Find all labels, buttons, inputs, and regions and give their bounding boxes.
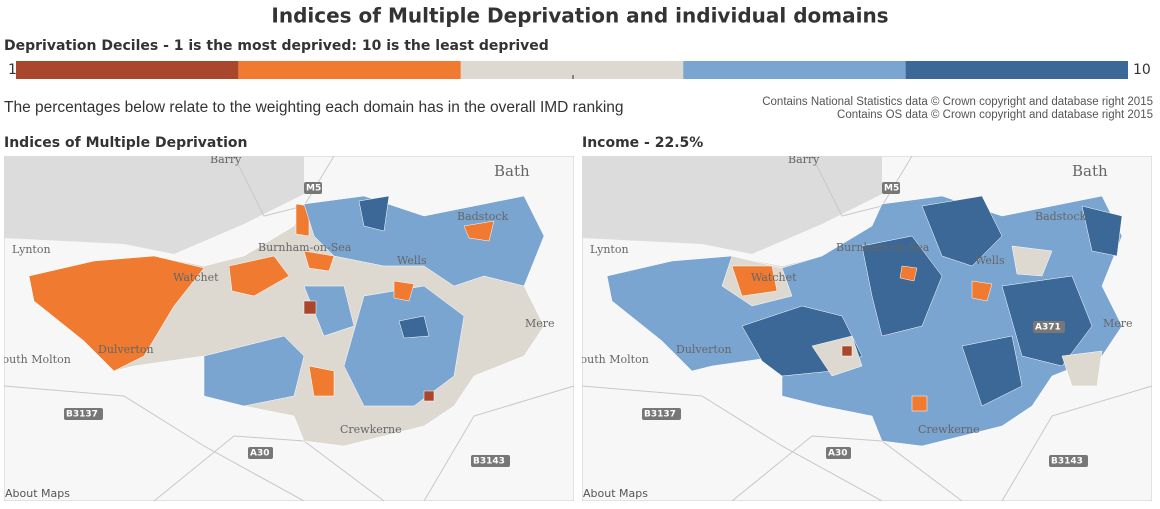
road-label: A30 xyxy=(250,449,270,459)
legend-max: 10 xyxy=(1133,62,1151,78)
map-title: Income - 22.5% xyxy=(582,135,703,151)
place-label: Barry xyxy=(788,153,820,166)
place-label: Wells xyxy=(397,254,427,267)
water xyxy=(582,156,882,254)
area xyxy=(1061,350,1103,387)
road-badge xyxy=(882,182,900,194)
area xyxy=(1011,245,1053,277)
road-label: A30 xyxy=(828,449,848,459)
road-label: M5 xyxy=(306,184,321,194)
legend-swatch xyxy=(16,61,239,79)
road-label: M5 xyxy=(884,184,899,194)
road-badge xyxy=(1049,455,1088,467)
area xyxy=(398,315,430,339)
legend-title: Deprivation Deciles - 1 is the most depr… xyxy=(4,38,549,54)
about-maps: About Maps xyxy=(5,487,70,500)
title: Indices of Multiple Deprivation and indi… xyxy=(271,4,888,28)
area xyxy=(861,235,943,337)
place-label: Badstock xyxy=(457,210,509,223)
place-label: Badstock xyxy=(1035,210,1087,223)
area xyxy=(303,250,335,272)
legend-min: 1 xyxy=(8,62,17,78)
road-label: A371 xyxy=(1035,323,1061,333)
road-label: B3143 xyxy=(473,457,505,467)
map-title: Indices of Multiple Deprivation xyxy=(4,135,247,151)
area xyxy=(303,285,355,337)
road-badge xyxy=(1033,321,1065,333)
road-label: B3137 xyxy=(644,410,676,420)
place-label: South Molton xyxy=(0,353,71,366)
area xyxy=(911,395,928,412)
area xyxy=(841,345,853,357)
place-label: South Molton xyxy=(573,353,649,366)
road-badge xyxy=(304,182,322,194)
place-label: Bath xyxy=(1072,162,1108,180)
place-label: Watchet xyxy=(751,271,797,284)
area xyxy=(28,255,205,372)
place-label: Mere xyxy=(1103,317,1133,330)
about-maps: About Maps xyxy=(583,487,648,500)
area xyxy=(463,220,495,242)
road-label: B3143 xyxy=(1051,457,1083,467)
place-label: Mere xyxy=(525,317,555,330)
area xyxy=(303,300,317,315)
road-badge xyxy=(248,447,273,459)
area xyxy=(393,280,415,302)
road xyxy=(582,385,883,501)
road-label: B3137 xyxy=(66,410,98,420)
place-label: Bath xyxy=(494,162,530,180)
map: Barry Bath Lynton Watchet Burnham-on-Sea Bads… xyxy=(573,153,1152,501)
place-label: Lynton xyxy=(12,243,51,256)
road-badge xyxy=(64,408,103,420)
road xyxy=(423,385,574,501)
place-label: Lynton xyxy=(590,243,629,256)
road-badge xyxy=(642,408,681,420)
water xyxy=(4,156,304,254)
road xyxy=(731,435,963,501)
legend-swatch xyxy=(905,61,1128,79)
place-label: Wells xyxy=(975,254,1005,267)
road-badge xyxy=(471,455,510,467)
road xyxy=(1001,385,1152,501)
place-label: Dulverton xyxy=(676,343,732,356)
place-label: Burnham-on-Sea xyxy=(258,241,352,254)
area xyxy=(899,265,918,282)
area xyxy=(308,365,335,397)
area xyxy=(961,335,1023,407)
place-label: Burnham-on-Sea xyxy=(836,241,930,254)
place-label: Crewkerne xyxy=(340,423,402,436)
road-badge xyxy=(826,447,851,459)
area xyxy=(423,390,435,402)
road xyxy=(153,435,385,501)
road xyxy=(4,385,305,501)
road xyxy=(811,156,913,217)
note: The percentages below relate to the weig… xyxy=(4,99,624,116)
place-label: Watchet xyxy=(173,271,219,284)
place-label: Dulverton xyxy=(98,343,154,356)
place-label: Crewkerne xyxy=(918,423,980,436)
legend-swatch xyxy=(238,61,461,79)
legend-swatch xyxy=(460,61,684,79)
area xyxy=(228,255,290,297)
area xyxy=(971,280,993,302)
place-label: Barry xyxy=(210,153,242,166)
area xyxy=(358,195,390,232)
attribution: Contains OS data © Crown copyright and d… xyxy=(837,109,1153,121)
attribution: Contains National Statistics data © Crow… xyxy=(762,96,1153,108)
area xyxy=(1081,205,1123,257)
road xyxy=(233,156,335,217)
area xyxy=(203,335,305,407)
map: Barry Bath Lynton Watchet Burnham-on-Sea Bads… xyxy=(0,153,574,501)
legend-swatch xyxy=(683,61,906,79)
area xyxy=(921,195,1003,267)
area xyxy=(731,265,778,297)
